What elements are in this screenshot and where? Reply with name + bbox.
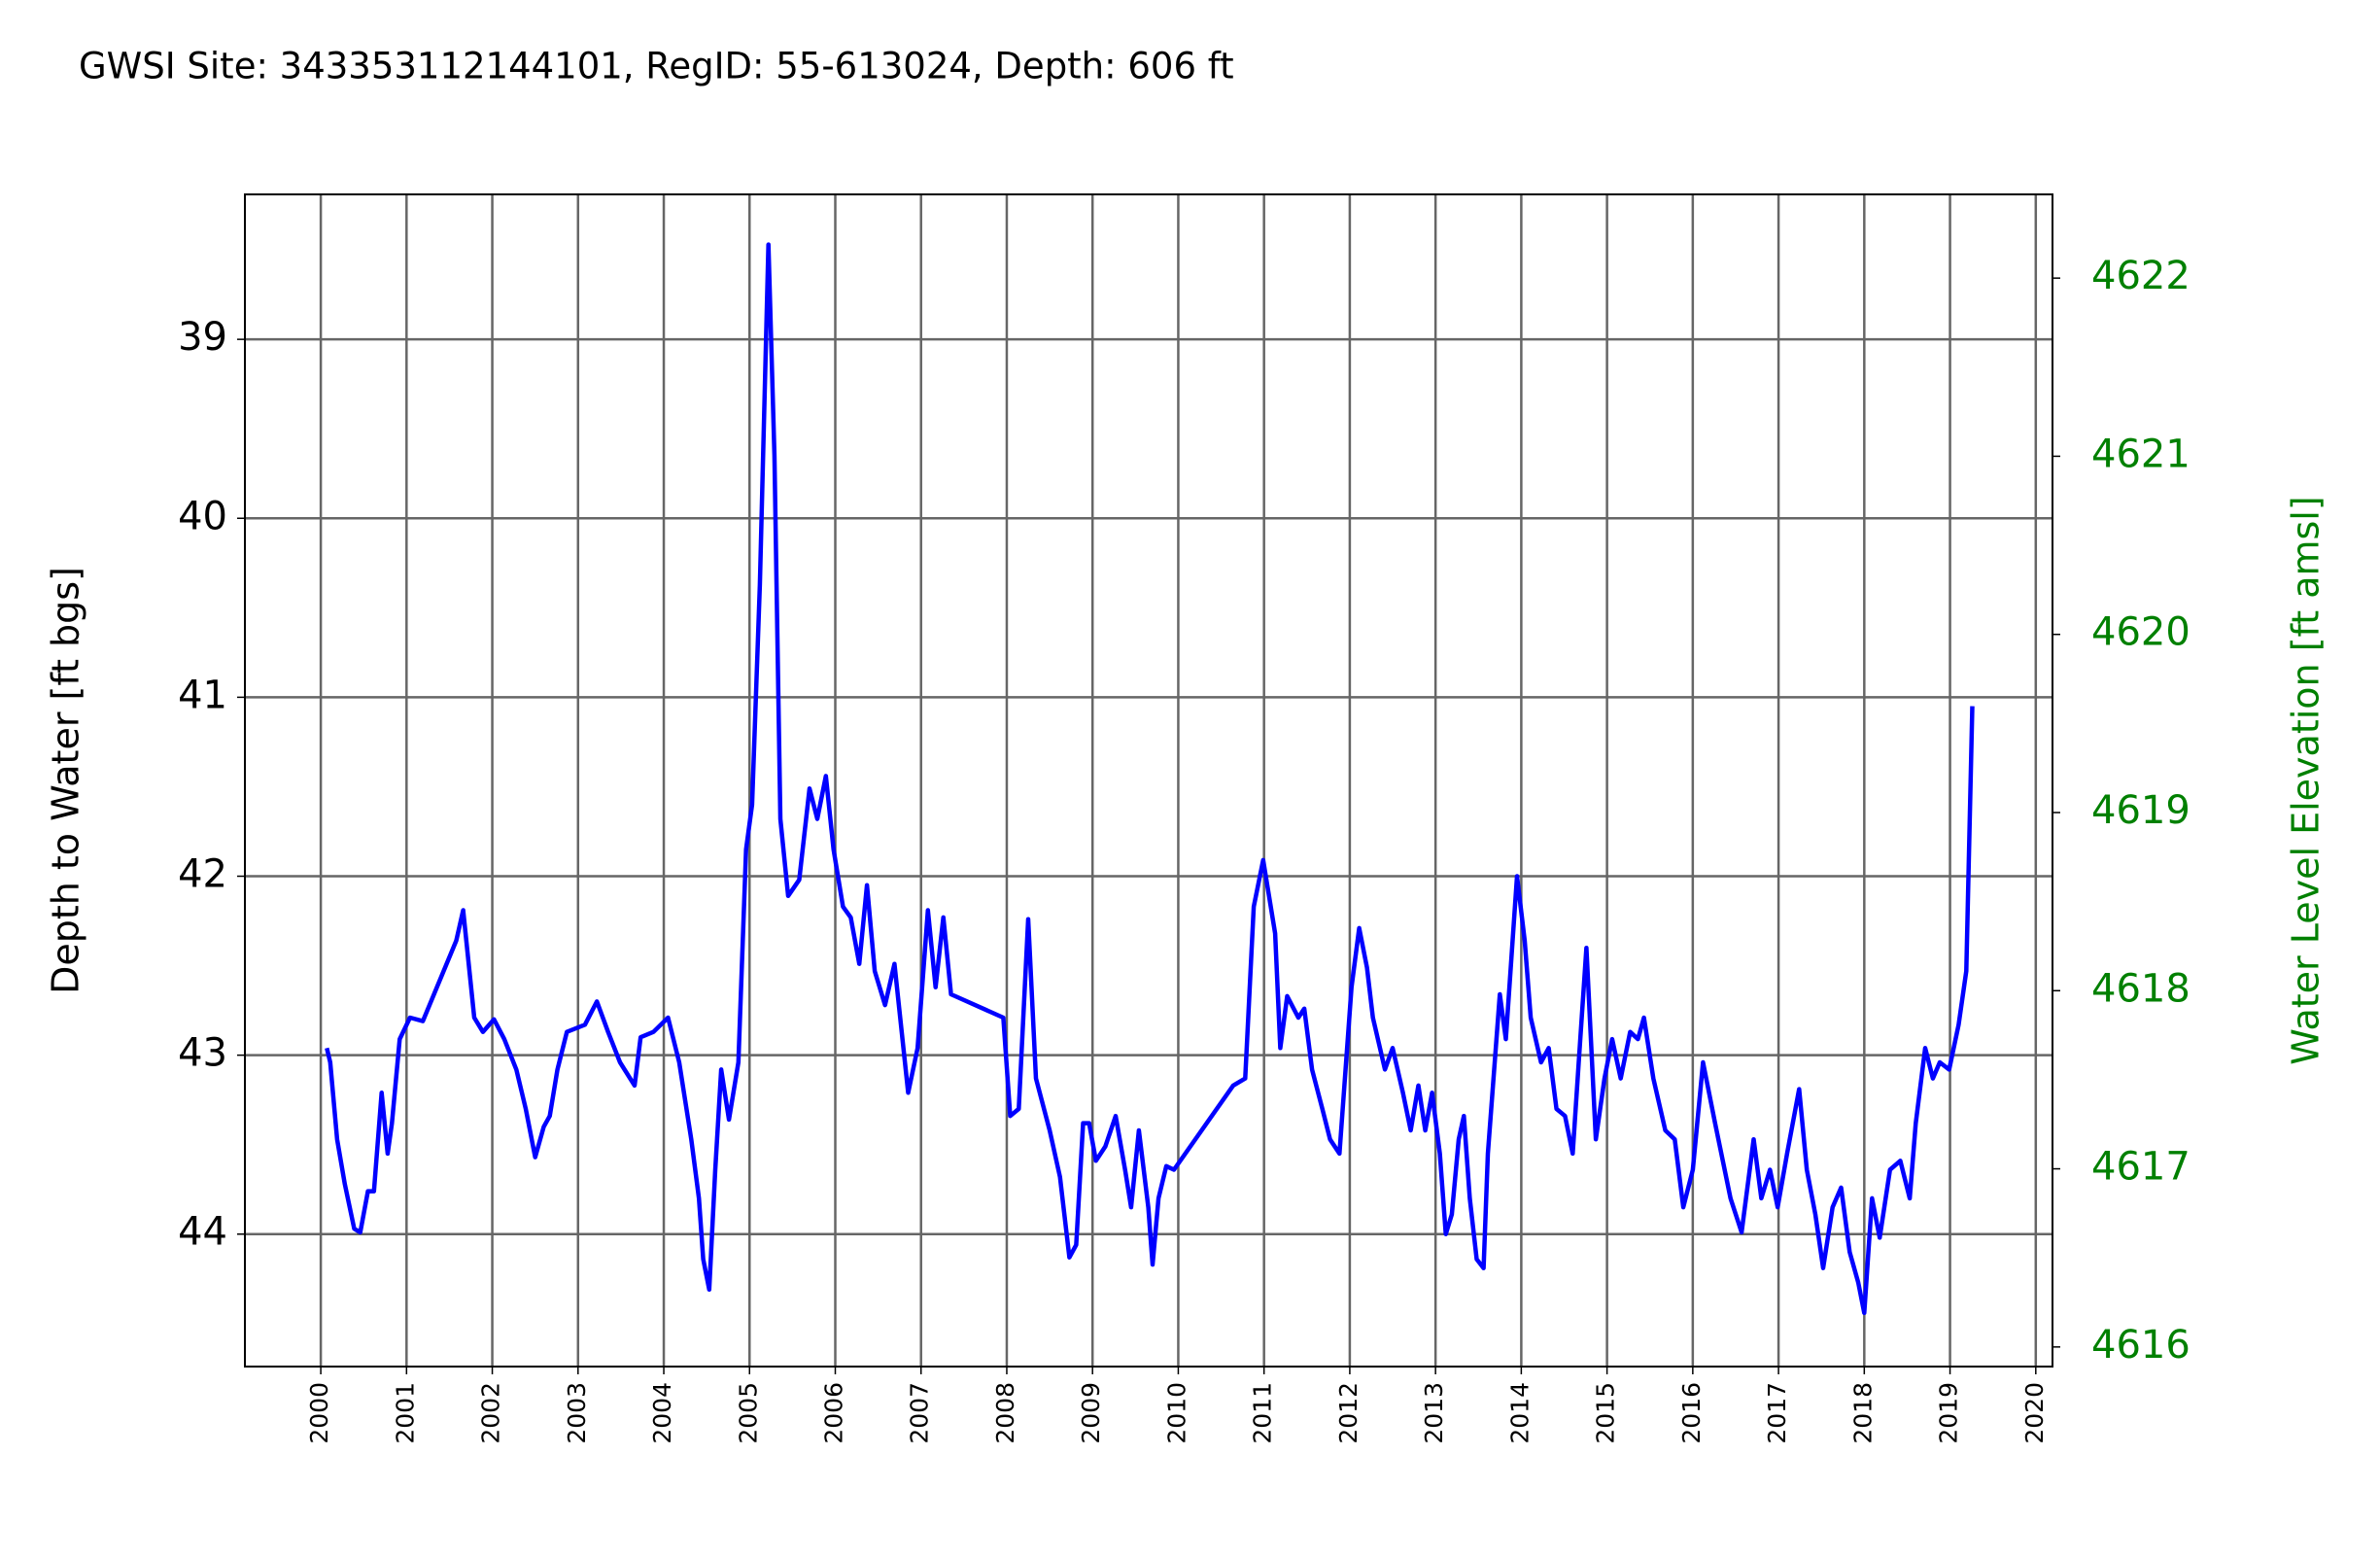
x-tick-label: 2006: [820, 1382, 848, 1444]
x-tick-label: 2008: [991, 1382, 1019, 1444]
x-tick-label: 2014: [1505, 1382, 1534, 1444]
y-tick-label: 44: [178, 1210, 227, 1255]
x-tick-label: 2007: [906, 1382, 934, 1444]
y-tick-label: 42: [178, 852, 227, 897]
y2-tick-label: 4617: [2091, 1145, 2190, 1190]
x-tick-label: 2004: [648, 1382, 676, 1444]
x-tick-label: 2001: [391, 1382, 419, 1444]
y2-tick-label: 4618: [2091, 966, 2190, 1011]
y2-tick-label: 4619: [2091, 788, 2190, 833]
y-tick-label: 40: [178, 494, 227, 538]
x-tick-label: 2002: [477, 1382, 505, 1444]
y-axis-label: Depth to Water [ft bgs]: [45, 567, 87, 994]
y2-tick-label: 4622: [2091, 254, 2190, 298]
y-tick-label: 41: [178, 673, 227, 717]
y2-tick-label: 4616: [2091, 1323, 2190, 1368]
data-line: [325, 242, 1975, 1316]
x-tick-label: 2018: [1848, 1382, 1877, 1444]
y-tick-label: 39: [178, 315, 227, 360]
x-tick-label: 2013: [1420, 1382, 1448, 1444]
x-tick-label: 2011: [1249, 1382, 1277, 1444]
plot-frame: [244, 193, 2053, 1368]
y2-tick-label: 4620: [2091, 610, 2190, 655]
x-tick-label: 2020: [2020, 1382, 2049, 1444]
y2-tick-label: 4621: [2091, 432, 2190, 476]
x-tick-label: 2017: [1763, 1382, 1791, 1444]
x-tick-label: 2019: [1935, 1382, 1963, 1444]
x-tick-label: 2003: [563, 1382, 591, 1444]
x-tick-label: 2000: [305, 1382, 333, 1444]
x-tick-label: 2015: [1592, 1382, 1620, 1444]
x-tick-label: 2005: [734, 1382, 762, 1444]
x-tick-label: 2010: [1162, 1382, 1190, 1444]
chart-title: GWSI Site: 343353112144101, RegID: 55-61…: [79, 46, 1234, 87]
y-tick-label: 43: [178, 1031, 227, 1076]
x-tick-label: 2016: [1677, 1382, 1706, 1444]
x-tick-label: 2012: [1334, 1382, 1362, 1444]
y2-axis-label: Water Level Elevation [ft amsl]: [2285, 496, 2328, 1064]
x-tick-label: 2009: [1077, 1382, 1105, 1444]
